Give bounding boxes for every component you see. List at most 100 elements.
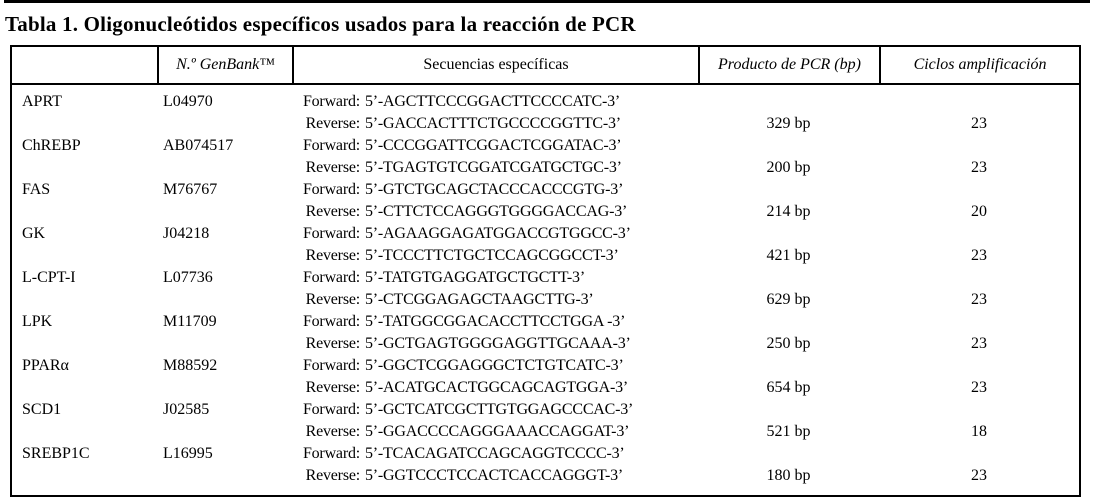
reverse-sequence: 5’-GGTCCCTCCACTCACCAGGGT-3’	[365, 467, 624, 484]
primer-sequences: Forward: 5’-TATGGCGGACACCTTCCTGGA -3’ Re…	[292, 311, 698, 355]
pcr-product-value: 214 bp	[766, 203, 811, 220]
amplification-cycles-value: 23	[971, 115, 987, 132]
primer-sequences: Forward: 5’-CCCGGATTCGGACTCGGATAC-3’ Rev…	[292, 135, 698, 179]
reverse-label: Reverse:	[305, 335, 361, 352]
reverse-primer-line: Reverse: 5’-GGTCCCTCCACTCACCAGGGT-3’	[292, 465, 698, 487]
pcr-product-size: 421 bp	[698, 223, 879, 267]
forward-sequence: 5’-AGCTTCCCGGACTTCCCCATC-3’	[365, 93, 621, 110]
primer-sequences: Forward: 5’-TCACAGATCCAGCAGGTCCCC-3’ Rev…	[292, 443, 698, 487]
table-row: FAS M76767 Forward: 5’-GTCTGCAGCTACCCACC…	[12, 179, 1079, 223]
forward-primer-line: Forward: 5’-TATGGCGGACACCTTCCTGGA -3’	[292, 311, 698, 333]
forward-sequence: 5’-TATGGCGGACACCTTCCTGGA -3’	[365, 313, 626, 330]
pcr-product-size: 629 bp	[698, 267, 879, 311]
pcr-primers-table: N.º GenBank™ Secuencias específicas Prod…	[10, 45, 1081, 497]
amplification-cycles: 23	[879, 223, 1079, 267]
forward-label: Forward:	[302, 269, 360, 286]
forward-sequence: 5’-GTCTGCAGCTACCCACCCGTG-3’	[365, 181, 624, 198]
forward-label: Forward:	[302, 137, 360, 154]
forward-primer-line: Forward: 5’-GCTCATCGCTTGTGGAGCCCAC-3’	[292, 399, 698, 421]
amplification-cycles-value: 23	[971, 335, 987, 352]
table-row: PPARα M88592 Forward: 5’-GGCTCGGAGGGCTCT…	[12, 355, 1079, 399]
reverse-label: Reverse:	[305, 467, 361, 484]
reverse-sequence: 5’-GGACCCCAGGGAAACCAGGAT-3’	[365, 423, 630, 440]
primer-sequences: Forward: 5’-AGAAGGAGATGGACCGTGGCC-3’ Rev…	[292, 223, 698, 267]
gene-name: APRT	[22, 93, 62, 110]
forward-sequence: 5’-GGCTCGGAGGGCTCTGTCATC-3’	[365, 357, 624, 374]
reverse-label: Reverse:	[305, 247, 361, 264]
amplification-cycles-value: 18	[971, 423, 987, 440]
reverse-sequence: 5’-GACCACTTTCTGCCCCGGTTC-3’	[365, 115, 621, 132]
gene-name: PPARα	[22, 357, 69, 374]
reverse-primer-line: Reverse: 5’-TGAGTGTCGGATCGATGCTGC-3’	[292, 157, 698, 179]
genbank-accession: AB074517	[163, 137, 234, 154]
table-row: L-CPT-I L07736 Forward: 5’-TATGTGAGGATGC…	[12, 267, 1079, 311]
reverse-sequence: 5’-GCTGAGTGGGGAGGTTGCAAA-3’	[365, 335, 631, 352]
amplification-cycles-value: 23	[971, 291, 987, 308]
pcr-product-value: 329 bp	[766, 115, 811, 132]
reverse-sequence: 5’-TGAGTGTCGGATCGATGCTGC-3’	[365, 159, 622, 176]
forward-primer-line: Forward: 5’-GGCTCGGAGGGCTCTGTCATC-3’	[292, 355, 698, 377]
reverse-sequence: 5’-CTTCTCCAGGGTGGGGACCAG-3’	[365, 203, 628, 220]
forward-primer-line: Forward: 5’-AGAAGGAGATGGACCGTGGCC-3’	[292, 223, 698, 245]
forward-label: Forward:	[302, 445, 360, 462]
table-row: LPK M11709 Forward: 5’-TATGGCGGACACCTTCC…	[12, 311, 1079, 355]
gene-name: ChREBP	[22, 137, 81, 154]
reverse-sequence: 5’-CTCGGAGAGCTAAGCTTG-3’	[365, 291, 594, 308]
column-header-sequences: Secuencias específicas	[292, 47, 698, 83]
amplification-cycles: 23	[879, 267, 1079, 311]
primer-sequences: Forward: 5’-GGCTCGGAGGGCTCTGTCATC-3’ Rev…	[292, 355, 698, 399]
amplification-cycles-value: 20	[971, 203, 987, 220]
column-header-cycles: Ciclos amplificación	[879, 47, 1079, 83]
pcr-product-value: 421 bp	[766, 247, 811, 264]
genbank-accession: J02585	[163, 401, 210, 418]
column-header-gene	[12, 47, 157, 83]
pcr-product-size: 521 bp	[698, 399, 879, 443]
pcr-product-size: 654 bp	[698, 355, 879, 399]
pcr-product-size: 200 bp	[698, 135, 879, 179]
amplification-cycles: 18	[879, 399, 1079, 443]
reverse-primer-line: Reverse: 5’-CTCGGAGAGCTAAGCTTG-3’	[292, 289, 698, 311]
reverse-primer-line: Reverse: 5’-GGACCCCAGGGAAACCAGGAT-3’	[292, 421, 698, 443]
genbank-accession: L16995	[163, 445, 213, 462]
primer-sequences: Forward: 5’-GCTCATCGCTTGTGGAGCCCAC-3’ Re…	[292, 399, 698, 443]
reverse-label: Reverse:	[305, 379, 361, 396]
reverse-primer-line: Reverse: 5’-GACCACTTTCTGCCCCGGTTC-3’	[292, 113, 698, 135]
pcr-product-size: 250 bp	[698, 311, 879, 355]
gene-name: GK	[22, 225, 46, 242]
primer-sequences: Forward: 5’-GTCTGCAGCTACCCACCCGTG-3’ Rev…	[292, 179, 698, 223]
genbank-accession: M76767	[163, 181, 218, 198]
reverse-label: Reverse:	[305, 159, 361, 176]
pcr-product-value: 250 bp	[766, 335, 811, 352]
forward-sequence: 5’-AGAAGGAGATGGACCGTGGCC-3’	[365, 225, 631, 242]
primer-sequences: Forward: 5’-AGCTTCCCGGACTTCCCCATC-3’ Rev…	[292, 91, 698, 135]
pcr-product-size: 180 bp	[698, 443, 879, 487]
reverse-primer-line: Reverse: 5’-TCCCTTCTGCTCCAGCGGCCT-3’	[292, 245, 698, 267]
column-header-genbank: N.º GenBank™	[157, 47, 292, 83]
table-title: Tabla 1. Oligonucleótidos específicos us…	[5, 12, 636, 36]
gene-name: SREBP1C	[22, 445, 90, 462]
pcr-product-value: 200 bp	[766, 159, 811, 176]
forward-primer-line: Forward: 5’-CCCGGATTCGGACTCGGATAC-3’	[292, 135, 698, 157]
pcr-product-value: 521 bp	[766, 423, 811, 440]
amplification-cycles: 23	[879, 91, 1079, 135]
table-row: APRT L04970 Forward: 5’-AGCTTCCCGGACTTCC…	[12, 91, 1079, 135]
forward-primer-line: Forward: 5’-GTCTGCAGCTACCCACCCGTG-3’	[292, 179, 698, 201]
forward-sequence: 5’-TCACAGATCCAGCAGGTCCCC-3’	[365, 445, 625, 462]
column-header-product: Producto de PCR (bp)	[698, 47, 879, 83]
forward-label: Forward:	[302, 93, 360, 110]
forward-label: Forward:	[302, 357, 360, 374]
forward-primer-line: Forward: 5’-TATGTGAGGATGCTGCTT-3’	[292, 267, 698, 289]
forward-sequence: 5’-CCCGGATTCGGACTCGGATAC-3’	[365, 137, 622, 154]
pcr-product-size: 214 bp	[698, 179, 879, 223]
genbank-accession: M11709	[163, 313, 217, 330]
table-row: GK J04218 Forward: 5’-AGAAGGAGATGGACCGTG…	[12, 223, 1079, 267]
forward-label: Forward:	[302, 181, 360, 198]
gene-name: FAS	[22, 181, 51, 198]
top-rule-divider	[4, 0, 1090, 3]
forward-primer-line: Forward: 5’-AGCTTCCCGGACTTCCCCATC-3’	[292, 91, 698, 113]
table-header-row: N.º GenBank™ Secuencias específicas Prod…	[12, 47, 1079, 85]
forward-label: Forward:	[302, 225, 360, 242]
primer-sequences: Forward: 5’-TATGTGAGGATGCTGCTT-3’ Revers…	[292, 267, 698, 311]
genbank-accession: J04218	[163, 225, 210, 242]
